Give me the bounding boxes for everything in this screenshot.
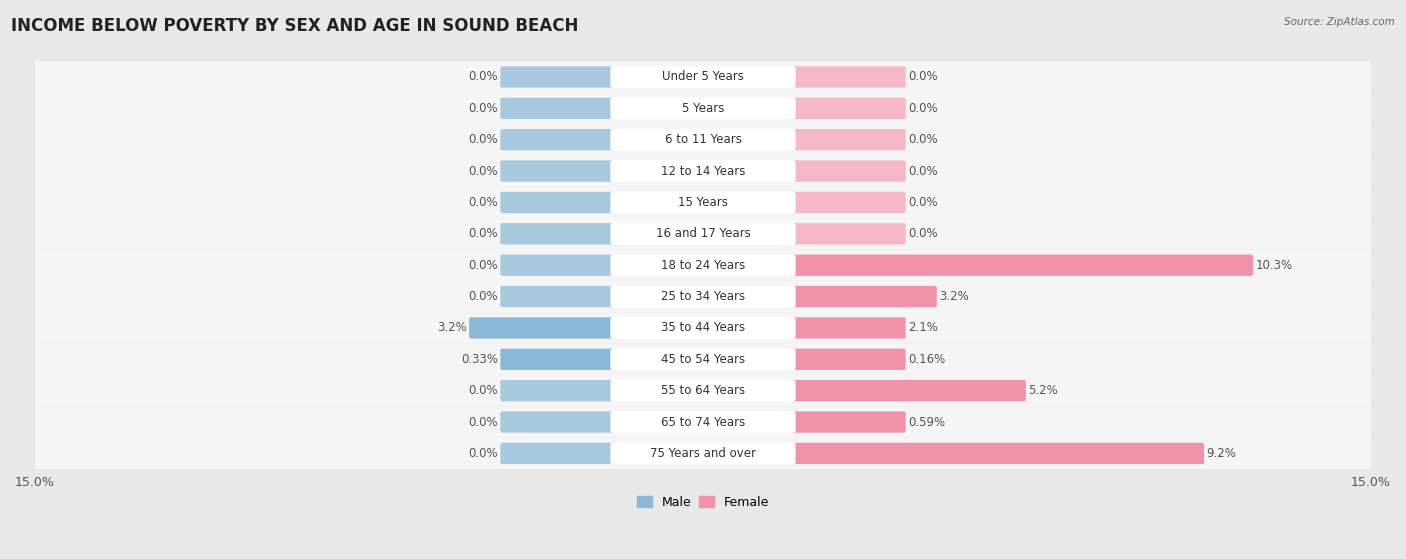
FancyBboxPatch shape [24, 155, 1382, 187]
Text: 9.2%: 9.2% [1206, 447, 1236, 460]
FancyBboxPatch shape [790, 129, 905, 150]
Text: 45 to 54 Years: 45 to 54 Years [661, 353, 745, 366]
FancyBboxPatch shape [790, 192, 905, 213]
FancyBboxPatch shape [610, 286, 796, 307]
Text: 0.0%: 0.0% [908, 133, 938, 146]
Text: 55 to 64 Years: 55 to 64 Years [661, 384, 745, 397]
FancyBboxPatch shape [24, 312, 1382, 344]
Text: 0.0%: 0.0% [908, 102, 938, 115]
Text: 2.1%: 2.1% [908, 321, 938, 334]
FancyBboxPatch shape [790, 318, 905, 339]
Text: 5 Years: 5 Years [682, 102, 724, 115]
Text: 0.0%: 0.0% [468, 70, 498, 83]
FancyBboxPatch shape [24, 344, 1382, 375]
Text: 0.0%: 0.0% [468, 164, 498, 178]
FancyBboxPatch shape [790, 380, 1026, 401]
FancyBboxPatch shape [610, 411, 796, 433]
FancyBboxPatch shape [24, 93, 1382, 124]
FancyBboxPatch shape [610, 442, 796, 465]
FancyBboxPatch shape [24, 124, 1382, 155]
FancyBboxPatch shape [610, 317, 796, 339]
FancyBboxPatch shape [610, 254, 796, 276]
Text: 0.0%: 0.0% [908, 70, 938, 83]
FancyBboxPatch shape [501, 443, 616, 464]
FancyBboxPatch shape [501, 411, 616, 433]
Text: 15 Years: 15 Years [678, 196, 728, 209]
FancyBboxPatch shape [790, 411, 905, 433]
FancyBboxPatch shape [24, 406, 1382, 438]
Text: Source: ZipAtlas.com: Source: ZipAtlas.com [1284, 17, 1395, 27]
Text: 0.0%: 0.0% [468, 290, 498, 303]
Text: 0.0%: 0.0% [908, 196, 938, 209]
Text: 75 Years and over: 75 Years and over [650, 447, 756, 460]
FancyBboxPatch shape [610, 192, 796, 214]
FancyBboxPatch shape [24, 187, 1382, 218]
FancyBboxPatch shape [501, 380, 616, 401]
Text: 0.0%: 0.0% [468, 102, 498, 115]
FancyBboxPatch shape [501, 286, 616, 307]
FancyBboxPatch shape [790, 349, 905, 370]
FancyBboxPatch shape [610, 380, 796, 401]
FancyBboxPatch shape [610, 223, 796, 245]
Text: 3.2%: 3.2% [939, 290, 969, 303]
Text: 35 to 44 Years: 35 to 44 Years [661, 321, 745, 334]
Text: INCOME BELOW POVERTY BY SEX AND AGE IN SOUND BEACH: INCOME BELOW POVERTY BY SEX AND AGE IN S… [11, 17, 579, 35]
FancyBboxPatch shape [501, 223, 616, 244]
FancyBboxPatch shape [501, 129, 616, 150]
FancyBboxPatch shape [24, 438, 1382, 469]
FancyBboxPatch shape [610, 129, 796, 151]
FancyBboxPatch shape [24, 375, 1382, 406]
Text: 5.2%: 5.2% [1028, 384, 1057, 397]
Text: 0.0%: 0.0% [468, 447, 498, 460]
Text: 3.2%: 3.2% [437, 321, 467, 334]
FancyBboxPatch shape [501, 349, 616, 370]
FancyBboxPatch shape [610, 160, 796, 182]
FancyBboxPatch shape [501, 98, 616, 119]
FancyBboxPatch shape [790, 286, 936, 307]
Text: 0.0%: 0.0% [468, 228, 498, 240]
Text: 0.0%: 0.0% [908, 228, 938, 240]
FancyBboxPatch shape [790, 223, 905, 244]
FancyBboxPatch shape [610, 97, 796, 119]
Text: 0.0%: 0.0% [468, 259, 498, 272]
FancyBboxPatch shape [501, 67, 616, 88]
FancyBboxPatch shape [790, 160, 905, 182]
Text: 0.16%: 0.16% [908, 353, 945, 366]
Text: 25 to 34 Years: 25 to 34 Years [661, 290, 745, 303]
Text: 16 and 17 Years: 16 and 17 Years [655, 228, 751, 240]
FancyBboxPatch shape [501, 160, 616, 182]
Text: 0.0%: 0.0% [468, 415, 498, 429]
Text: 18 to 24 Years: 18 to 24 Years [661, 259, 745, 272]
Text: 10.3%: 10.3% [1256, 259, 1292, 272]
Text: 0.59%: 0.59% [908, 415, 945, 429]
FancyBboxPatch shape [470, 318, 616, 339]
Text: 0.0%: 0.0% [908, 164, 938, 178]
FancyBboxPatch shape [790, 67, 905, 88]
FancyBboxPatch shape [24, 218, 1382, 249]
Text: 6 to 11 Years: 6 to 11 Years [665, 133, 741, 146]
FancyBboxPatch shape [790, 254, 1253, 276]
FancyBboxPatch shape [501, 192, 616, 213]
FancyBboxPatch shape [790, 98, 905, 119]
FancyBboxPatch shape [24, 61, 1382, 93]
Text: 0.0%: 0.0% [468, 384, 498, 397]
FancyBboxPatch shape [610, 66, 796, 88]
FancyBboxPatch shape [790, 443, 1204, 464]
Text: 0.0%: 0.0% [468, 133, 498, 146]
Text: Under 5 Years: Under 5 Years [662, 70, 744, 83]
Text: 0.33%: 0.33% [461, 353, 498, 366]
FancyBboxPatch shape [24, 281, 1382, 312]
Text: 0.0%: 0.0% [468, 196, 498, 209]
Legend: Male, Female: Male, Female [631, 491, 775, 514]
FancyBboxPatch shape [501, 254, 616, 276]
Text: 12 to 14 Years: 12 to 14 Years [661, 164, 745, 178]
FancyBboxPatch shape [610, 348, 796, 370]
Text: 65 to 74 Years: 65 to 74 Years [661, 415, 745, 429]
FancyBboxPatch shape [24, 249, 1382, 281]
